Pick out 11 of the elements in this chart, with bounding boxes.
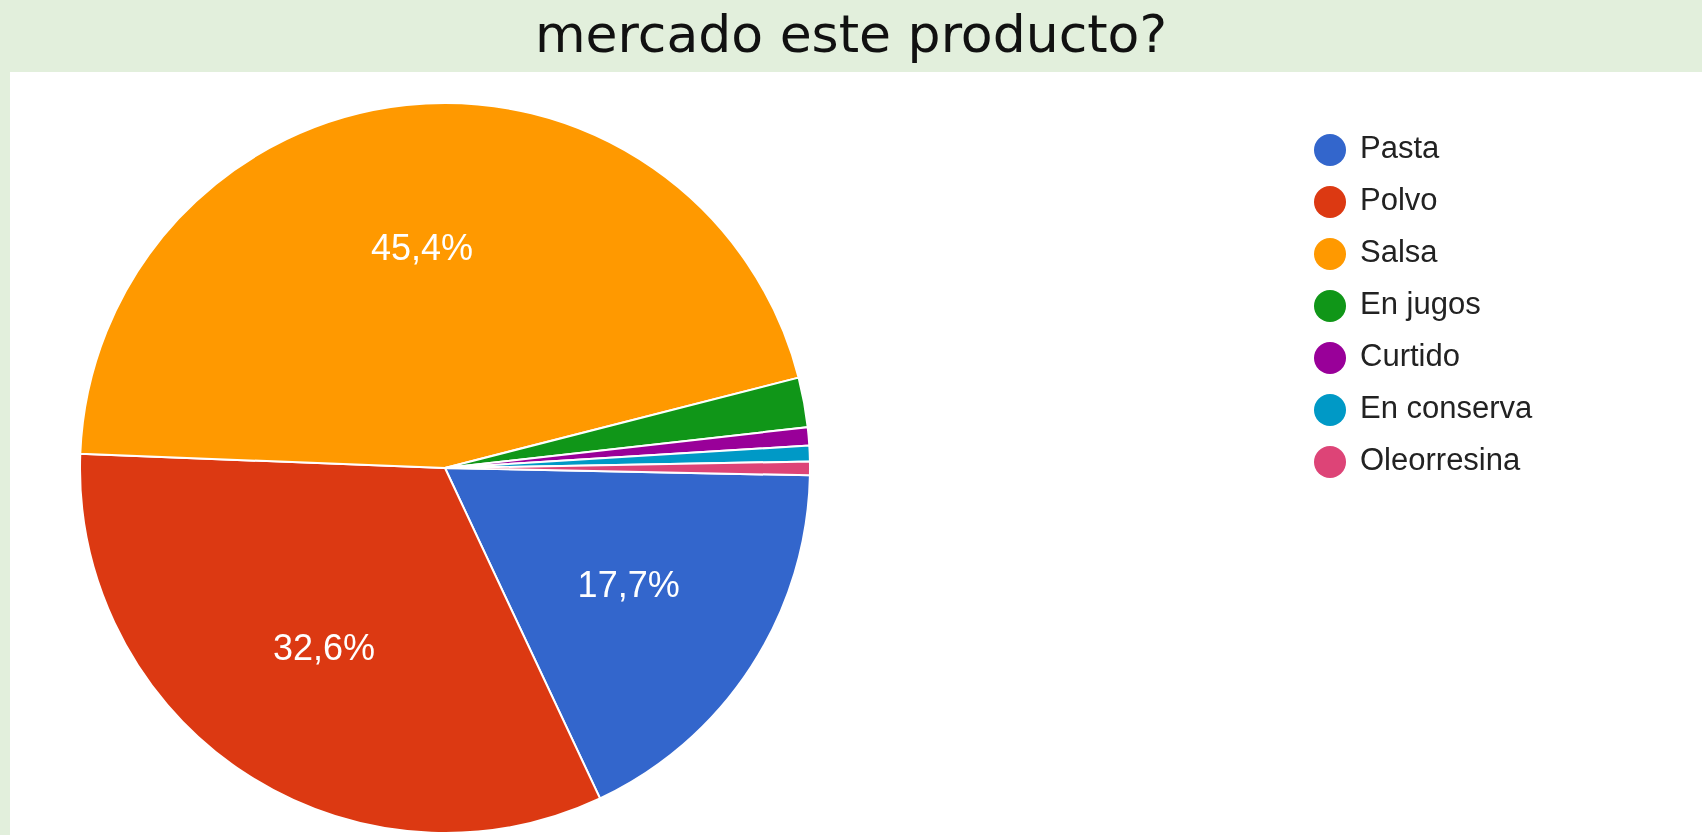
legend-label: En conserva (1360, 390, 1534, 426)
legend-label: Oleorresina (1360, 442, 1521, 478)
chart-title: mercado este producto? (534, 4, 1168, 64)
data-label: 17,7% (577, 563, 680, 605)
legend-label: Salsa (1360, 234, 1439, 270)
data-label: 45,4% (370, 226, 473, 268)
legend-label: Pasta (1360, 130, 1441, 166)
data-label: 32,6% (272, 627, 376, 669)
legend-label: En jugos (1360, 286, 1481, 322)
legend-label: Curtido (1360, 338, 1460, 374)
legend-label: Polvo (1360, 182, 1438, 218)
